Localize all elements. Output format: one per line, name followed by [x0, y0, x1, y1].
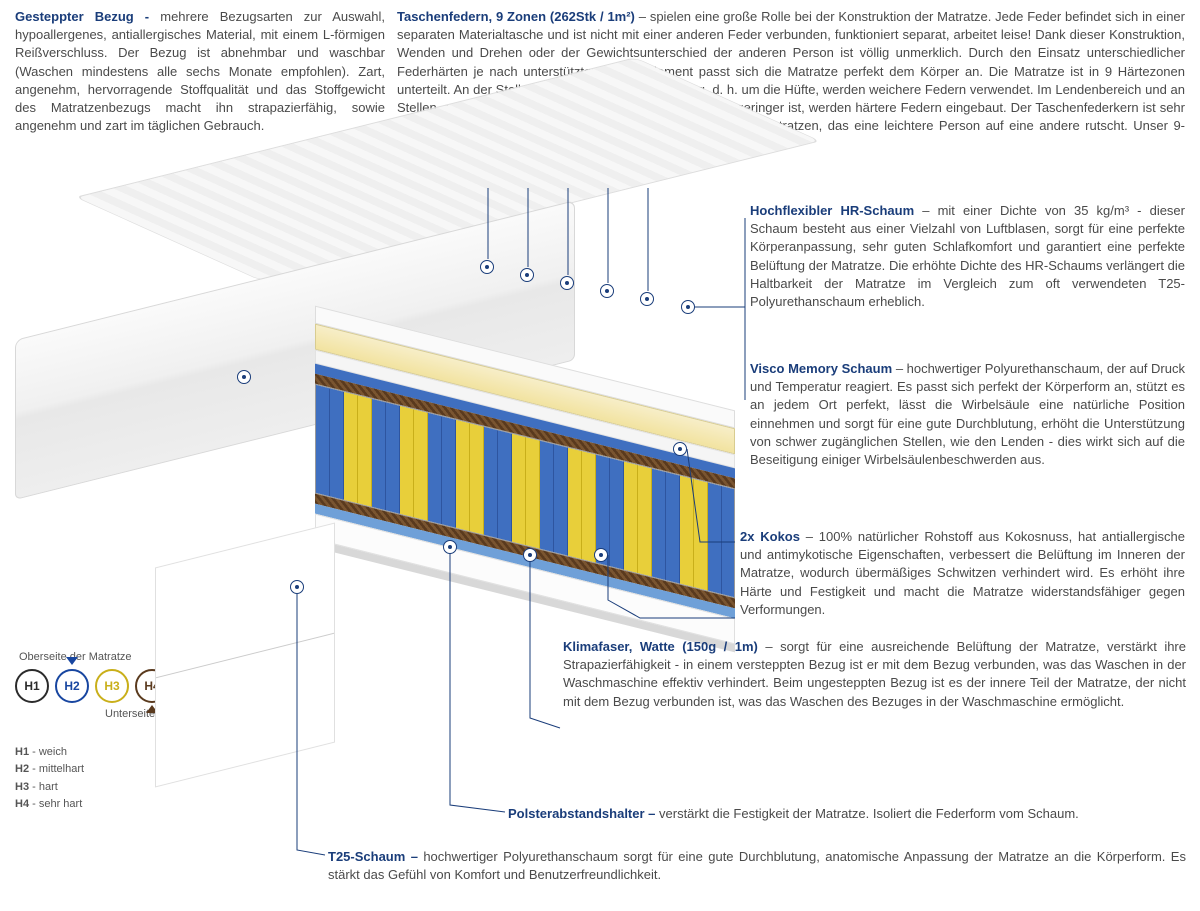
dot-coir-bottom: [594, 548, 608, 562]
t25-body: hochwertiger Polyurethanschaum sorgt für…: [328, 849, 1186, 882]
kokos-body: – 100% natürlicher Rohstoff aus Kokosnus…: [740, 529, 1185, 617]
pointer-top-icon: [66, 657, 78, 665]
dot-top2: [520, 268, 534, 282]
kokos-title: 2x Kokos: [740, 529, 800, 544]
hr-title: Hochflexibler HR-Schaum: [750, 203, 914, 218]
dot-top1: [480, 260, 494, 274]
klima-title: Klimafaser, Watte (150g / 1m): [563, 639, 758, 654]
mattress-illustration: [15, 190, 735, 620]
dot-top6: [681, 300, 695, 314]
callout-kokos: 2x Kokos – 100% natürlicher Rohstoff aus…: [740, 528, 1185, 619]
dot-top3: [560, 276, 574, 290]
callout-hr: Hochflexibler HR-Schaum – mit einer Dich…: [750, 202, 1185, 311]
hr-body: – mit einer Dichte von 35 kg/m³ - dieser…: [750, 203, 1185, 309]
dot-cover: [237, 370, 251, 384]
firmness-circle-h1: H1: [15, 669, 49, 703]
cover-body: mehrere Bezugsarten zur Auswahl, hypoall…: [15, 9, 385, 133]
dot-top5: [640, 292, 654, 306]
mattress-cutaway: [315, 358, 735, 658]
callout-polster: Polsterabstandshalter – verstärkt die Fe…: [508, 805, 1186, 823]
cover-title: Gesteppter Bezug -: [15, 9, 149, 24]
firmness-circle-h2: H2: [55, 669, 89, 703]
callout-klima: Klimafaser, Watte (150g / 1m) – sorgt fü…: [563, 638, 1186, 711]
cover-paragraph: Gesteppter Bezug - mehrere Bezugsarten z…: [15, 8, 385, 154]
dot-coir-top: [673, 442, 687, 456]
firmness-list-item: H4 - sehr hart: [15, 797, 220, 812]
dot-t25: [290, 580, 304, 594]
springs-title: Taschenfedern, 9 Zonen (262Stk / 1m²): [397, 9, 635, 24]
polster-body: verstärkt die Festigkeit der Matratze. I…: [659, 806, 1079, 821]
visco-title: Visco Memory Schaum: [750, 361, 892, 376]
polster-title: Polsterabstandshalter –: [508, 806, 655, 821]
dot-top4: [600, 284, 614, 298]
callout-visco: Visco Memory Schaum – hochwertiger Polyu…: [750, 360, 1185, 469]
firmness-circle-h3: H3: [95, 669, 129, 703]
dot-klima: [523, 548, 537, 562]
dot-polster: [443, 540, 457, 554]
firmness-list-item: H3 - hart: [15, 780, 220, 795]
t25-title: T25-Schaum –: [328, 849, 418, 864]
visco-body: – hochwertiger Polyurethanschaum, der au…: [750, 361, 1185, 467]
callout-t25: T25-Schaum – hochwertiger Polyurethansch…: [328, 848, 1186, 884]
